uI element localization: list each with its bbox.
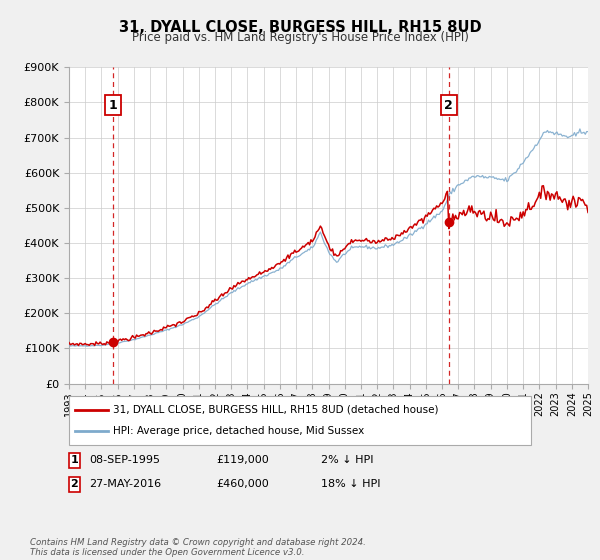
Text: 08-SEP-1995: 08-SEP-1995 xyxy=(89,455,160,465)
Text: 2: 2 xyxy=(445,99,453,111)
Text: 31, DYALL CLOSE, BURGESS HILL, RH15 8UD (detached house): 31, DYALL CLOSE, BURGESS HILL, RH15 8UD … xyxy=(113,405,438,415)
Text: 1: 1 xyxy=(71,455,79,465)
Text: £119,000: £119,000 xyxy=(216,455,269,465)
Text: 18% ↓ HPI: 18% ↓ HPI xyxy=(321,479,380,489)
Text: Contains HM Land Registry data © Crown copyright and database right 2024.
This d: Contains HM Land Registry data © Crown c… xyxy=(30,538,366,557)
Text: 2% ↓ HPI: 2% ↓ HPI xyxy=(321,455,373,465)
Text: HPI: Average price, detached house, Mid Sussex: HPI: Average price, detached house, Mid … xyxy=(113,426,364,436)
Text: 31, DYALL CLOSE, BURGESS HILL, RH15 8UD: 31, DYALL CLOSE, BURGESS HILL, RH15 8UD xyxy=(119,20,481,35)
Text: 1: 1 xyxy=(108,99,117,111)
Text: 27-MAY-2016: 27-MAY-2016 xyxy=(89,479,161,489)
Text: 2: 2 xyxy=(71,479,79,489)
Text: £460,000: £460,000 xyxy=(216,479,269,489)
Text: Price paid vs. HM Land Registry's House Price Index (HPI): Price paid vs. HM Land Registry's House … xyxy=(131,31,469,44)
